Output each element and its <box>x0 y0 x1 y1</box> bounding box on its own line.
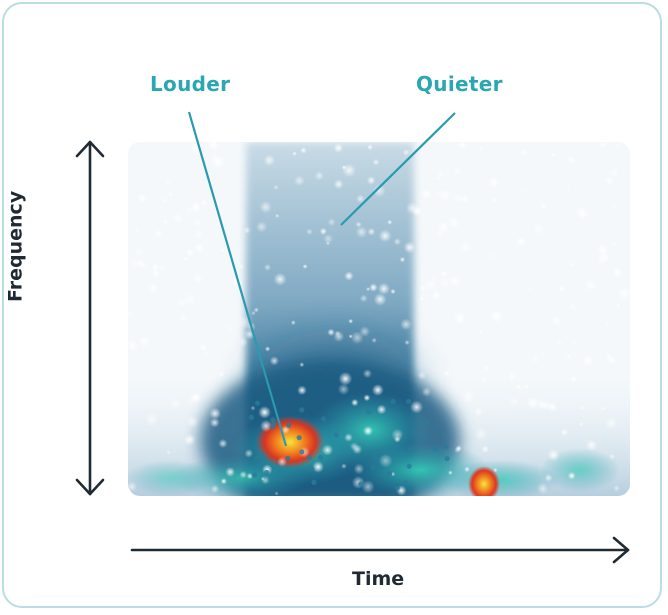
time-axis-arrow <box>130 536 630 564</box>
spectrogram-image <box>128 142 630 496</box>
louder-pointer-line <box>187 111 288 447</box>
louder-label: Louder <box>150 72 231 96</box>
time-axis-label: Time <box>352 568 405 590</box>
quieter-label: Quieter <box>416 72 503 96</box>
quieter-pointer-line <box>340 112 456 226</box>
frequency-axis-label: Frequency <box>4 190 27 302</box>
speckle-texture <box>128 142 630 496</box>
frequency-axis-arrow <box>75 140 105 496</box>
